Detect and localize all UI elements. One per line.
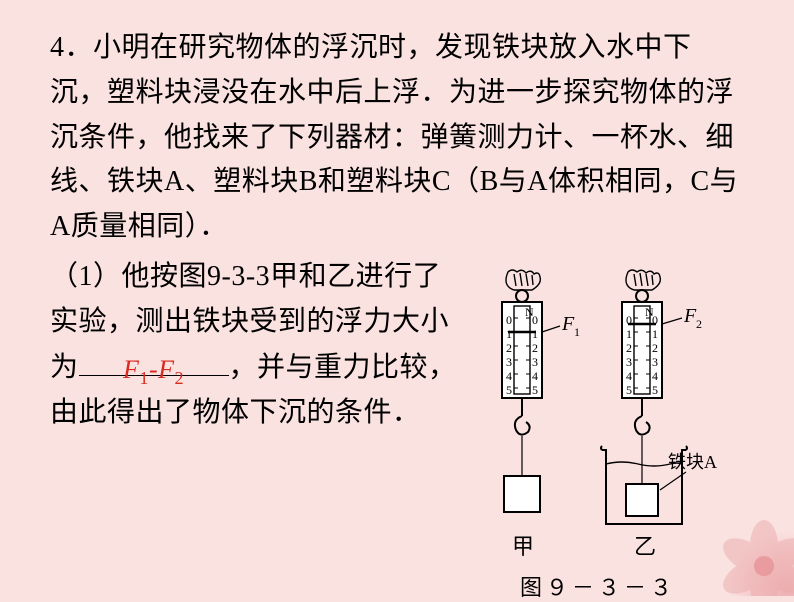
svg-text:4: 4	[652, 369, 658, 383]
svg-text:0: 0	[626, 313, 632, 327]
question-text-1: 小明在研究物体的浮沉时，发现铁块放入水中下沉，塑料块浸没在水中后上浮．为进一步探…	[50, 32, 738, 242]
svg-text:5: 5	[532, 383, 538, 397]
svg-text:4: 4	[506, 369, 512, 383]
svg-text:2: 2	[652, 341, 658, 355]
svg-text:2: 2	[532, 341, 538, 355]
svg-text:1: 1	[532, 327, 538, 341]
f2-label: F	[683, 305, 697, 327]
svg-text:0: 0	[506, 313, 512, 327]
answer-blank: F1-F2	[79, 345, 229, 376]
iron-label: 铁块A	[668, 452, 717, 472]
flower-decoration	[674, 476, 794, 596]
svg-text:1: 1	[626, 327, 632, 341]
svg-text:2: 2	[626, 341, 632, 355]
svg-text:2: 2	[506, 341, 512, 355]
svg-text:0: 0	[652, 313, 658, 327]
svg-text:4: 4	[626, 369, 632, 383]
question-paragraph-2: （1）他按图9-3-3甲和乙进行了实验，测出铁块受到的浮力大小为F1-F2，并与…	[50, 254, 462, 435]
svg-text:1: 1	[506, 327, 512, 341]
apparatus-left: N 0 1 2 3 4 5 0 1 2 3 4 5	[502, 270, 580, 559]
svg-text:5: 5	[652, 383, 658, 397]
svg-text:3: 3	[652, 355, 658, 369]
svg-text:4: 4	[532, 369, 538, 383]
answer-text: F1-F2	[123, 355, 184, 384]
f1-label: F	[561, 313, 575, 335]
label-right: 乙	[634, 534, 656, 559]
svg-text:5: 5	[506, 383, 512, 397]
svg-text:5: 5	[626, 383, 632, 397]
svg-text:3: 3	[626, 355, 632, 369]
question-number: 4．	[50, 32, 93, 63]
svg-text:0: 0	[532, 313, 538, 327]
label-left: 甲	[512, 534, 534, 559]
question-paragraph-1: 4．小明在研究物体的浮沉时，发现铁块放入水中下沉，塑料块浸没在水中后上浮．为进一…	[50, 26, 744, 250]
f2-sub: 2	[696, 317, 702, 331]
f1-sub: 1	[574, 325, 580, 339]
svg-text:3: 3	[532, 355, 538, 369]
svg-text:1: 1	[652, 327, 658, 341]
svg-text:3: 3	[506, 355, 512, 369]
